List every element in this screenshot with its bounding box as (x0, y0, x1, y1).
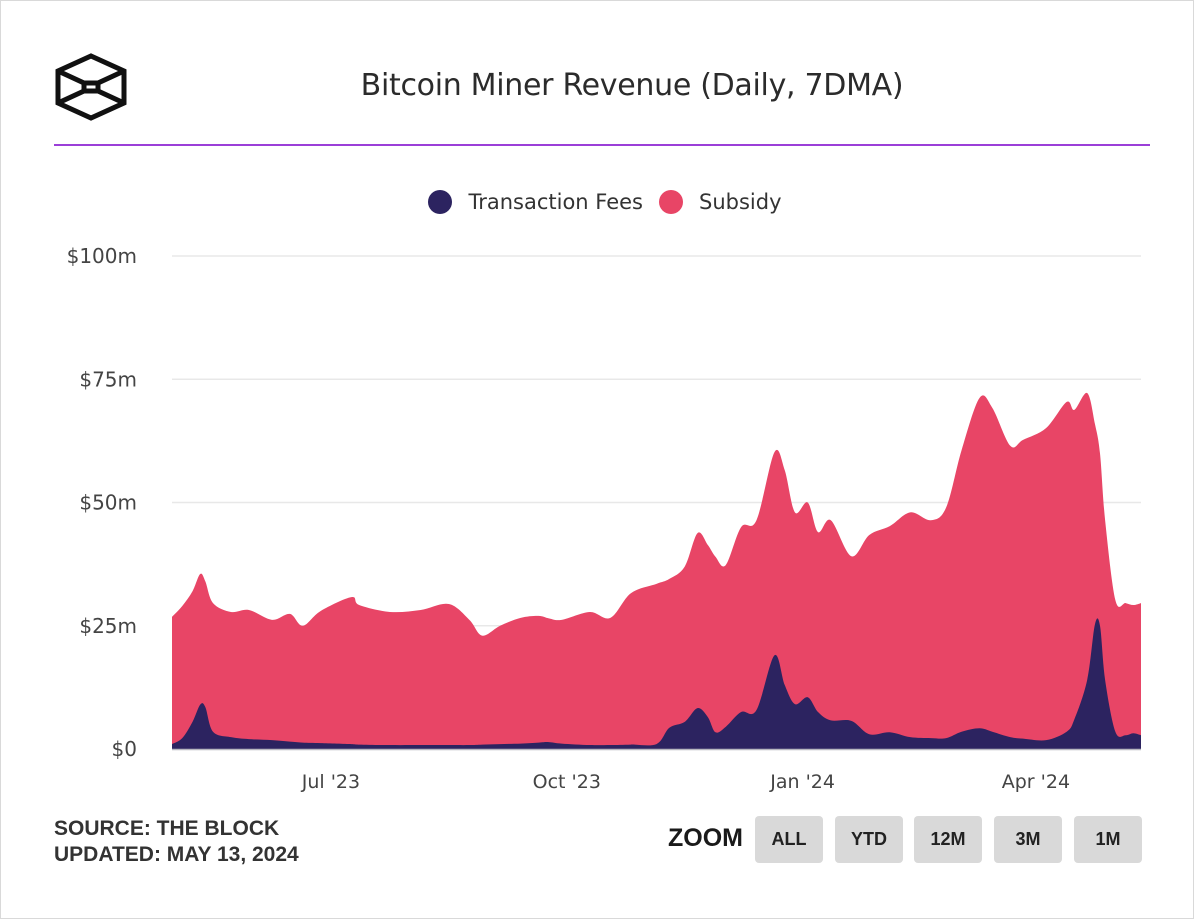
x-tick-label: Apr '24 (1002, 771, 1070, 793)
zoom-label: ZOOM (668, 824, 743, 852)
legend-dot-fees-icon (428, 190, 453, 214)
legend-item-transaction-fees[interactable]: Transaction Fees (428, 190, 643, 214)
title-divider (54, 144, 1150, 146)
zoom-all-button[interactable]: ALL (755, 816, 823, 863)
zoom-3m-button[interactable]: 3M (994, 816, 1062, 863)
chart-title: Bitcoin Miner Revenue (Daily, 7DMA) (360, 68, 904, 103)
y-tick-label: $25m (79, 614, 137, 638)
the-block-logo-icon (55, 53, 127, 121)
y-tick-label: $100m (67, 244, 137, 268)
source-text: SOURCE: THE BLOCK (54, 817, 280, 840)
legend-label: Transaction Fees (468, 190, 643, 214)
zoom-ytd-button[interactable]: YTD (835, 816, 903, 863)
updated-text: UPDATED: MAY 13, 2024 (54, 843, 299, 866)
y-tick-label: $75m (79, 367, 137, 391)
y-tick-label: $0 (112, 737, 137, 761)
subsidy-area (172, 392, 1141, 749)
legend-dot-subsidy-icon (659, 190, 683, 214)
x-tick-label: Oct '23 (533, 771, 601, 793)
legend-label: Subsidy (699, 190, 782, 214)
legend: Transaction Fees Subsidy (0, 190, 1194, 214)
x-tick-label: Jul '23 (301, 771, 360, 793)
legend-item-subsidy[interactable]: Subsidy (659, 190, 782, 214)
y-tick-label: $50m (79, 491, 137, 515)
x-tick-label: Jan '24 (769, 771, 835, 793)
source-note: SOURCE: THE BLOCK UPDATED: MAY 13, 2024 (54, 816, 299, 868)
zoom-1m-button[interactable]: 1M (1074, 816, 1142, 863)
zoom-12m-button[interactable]: 12M (914, 816, 982, 863)
